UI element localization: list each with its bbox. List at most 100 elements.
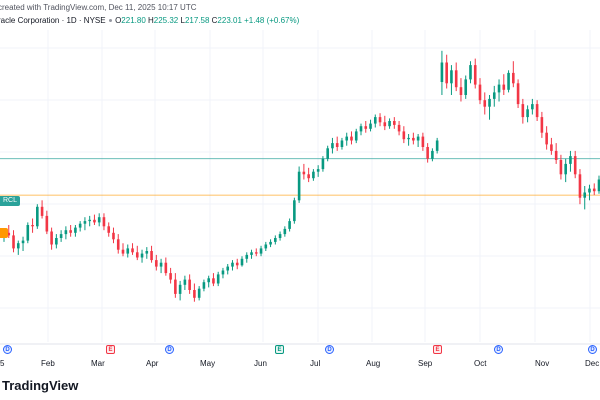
candle-body — [421, 136, 425, 147]
candle-body — [145, 251, 149, 254]
candle-body — [597, 179, 600, 192]
candle-body — [388, 121, 391, 127]
candle-body — [293, 200, 296, 222]
candle-body — [7, 232, 11, 236]
candle-body — [40, 206, 44, 216]
candle-body — [354, 131, 358, 141]
month-label: Sep — [418, 359, 433, 368]
candle-body — [564, 163, 567, 175]
candle-body — [578, 174, 582, 198]
attribution-line: created with TradingView.com, Dec 11, 20… — [0, 3, 197, 12]
candle-body — [340, 140, 344, 147]
candle-body — [469, 65, 472, 80]
candle-body — [554, 150, 558, 160]
candle-body — [64, 230, 68, 235]
candle-body — [107, 226, 111, 233]
month-label: Feb — [41, 359, 55, 368]
candle-body — [335, 143, 339, 147]
candle-body — [102, 217, 106, 227]
candle-body — [140, 253, 144, 258]
status-dot-icon — [108, 19, 112, 23]
candle-body — [12, 235, 15, 249]
candle-body — [16, 243, 20, 249]
price-tag-rcl: RCL — [0, 196, 21, 206]
candle-body — [488, 98, 491, 107]
candle-body — [383, 122, 387, 127]
candle-body — [445, 62, 448, 84]
candle-body — [478, 84, 482, 101]
candle-body — [169, 273, 172, 280]
candle-body — [264, 244, 268, 249]
candle-body — [254, 252, 258, 254]
candle-body — [464, 79, 468, 95]
candle-body — [402, 131, 406, 140]
candle-body — [326, 148, 329, 159]
split-marker-icon[interactable]: E — [275, 345, 284, 354]
candle-body — [459, 87, 463, 95]
month-label: Mar — [91, 359, 105, 368]
candle-body — [183, 279, 187, 285]
candle-body — [231, 262, 234, 267]
candle-body — [483, 100, 487, 107]
candle-body — [569, 156, 572, 164]
candle-body — [221, 270, 225, 275]
candle-body — [502, 84, 506, 90]
price-tag-orange — [0, 228, 8, 238]
candle-body — [288, 221, 291, 229]
candle-body — [78, 223, 82, 228]
candle-body — [74, 227, 77, 233]
candle-body — [450, 70, 453, 84]
candle-body — [55, 238, 58, 245]
candle-body — [345, 136, 349, 141]
candle-body — [297, 171, 301, 201]
candle-body — [440, 62, 444, 82]
candle-body — [497, 84, 501, 93]
candle-body — [416, 136, 420, 141]
candle-body — [112, 232, 115, 240]
dividend-marker-icon[interactable]: D — [494, 345, 503, 354]
candle-body — [83, 221, 87, 224]
candle-body — [516, 83, 520, 105]
candle-body — [212, 278, 215, 284]
candle-body — [250, 252, 253, 255]
month-label: Jul — [310, 359, 321, 368]
dividend-marker-icon[interactable]: D — [588, 345, 597, 354]
month-label: Jun — [254, 359, 267, 368]
month-label: Dec — [585, 359, 600, 368]
candle-body — [178, 284, 182, 294]
symbol-name: racle Corporation · 1D · NYSE — [0, 16, 106, 25]
candle-body — [507, 72, 510, 90]
month-label: Nov — [535, 359, 550, 368]
candle-body — [431, 150, 434, 159]
candle-body — [307, 174, 310, 179]
candle-body — [531, 104, 534, 110]
close-value: 223.01 — [217, 16, 242, 25]
month-label: Aug — [366, 359, 381, 368]
candle-body — [588, 188, 591, 193]
candle-body — [245, 254, 249, 259]
candle-body — [31, 225, 34, 227]
dividend-marker-icon[interactable]: D — [325, 345, 334, 354]
candle-body — [207, 278, 210, 283]
candle-body — [21, 240, 25, 244]
candle-body — [135, 252, 139, 258]
axis-partial-label: 5 — [0, 359, 5, 368]
change-value: +1.48 (+0.67%) — [244, 16, 300, 25]
candle-body — [174, 279, 177, 294]
candle-body — [369, 123, 372, 129]
earnings-marker-icon[interactable]: E — [106, 345, 115, 354]
candle-body — [26, 225, 30, 241]
candle-body — [274, 238, 277, 242]
dividend-marker-icon[interactable]: D — [165, 345, 174, 354]
month-label: Oct — [474, 359, 487, 368]
candle-body — [407, 137, 410, 140]
candle-body — [397, 124, 401, 132]
candle-body — [216, 274, 220, 284]
candle-body — [164, 262, 168, 274]
candle-body — [278, 234, 282, 238]
candle-body — [131, 248, 134, 253]
earnings-marker-icon[interactable]: E — [433, 345, 442, 354]
candle-body — [550, 144, 553, 151]
dividend-marker-icon[interactable]: D — [3, 345, 12, 354]
